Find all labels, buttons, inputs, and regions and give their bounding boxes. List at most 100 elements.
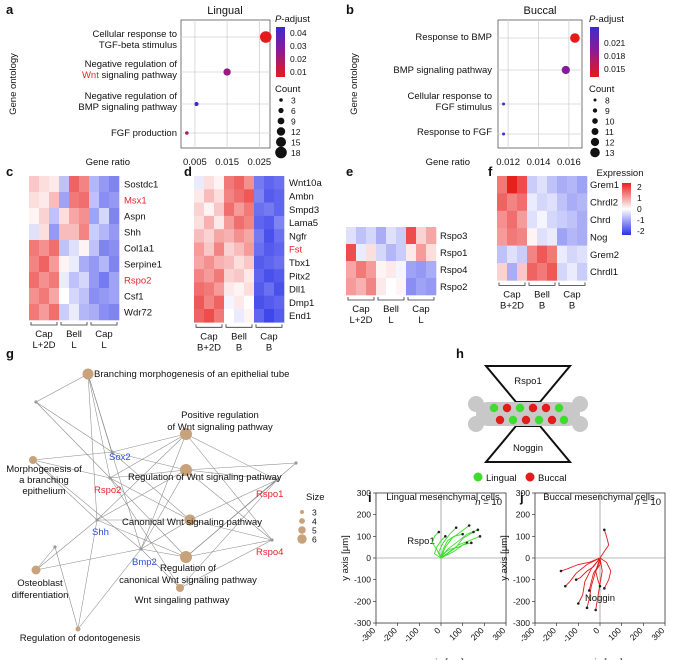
panel-d-cell-7-6 xyxy=(244,255,255,270)
panel-i-track-8 xyxy=(431,531,442,559)
g-edge-15 xyxy=(32,459,142,550)
panel-d-row-label-8: Pitx2 xyxy=(289,271,310,282)
panel-c-row-label-7: Rspo2 xyxy=(124,276,151,287)
panel-c-cell-3-8 xyxy=(99,208,110,225)
panel-b: Buccal Gene ontology Response to BMP BMP… xyxy=(349,5,626,168)
panel-d-cell-7-5 xyxy=(234,255,245,270)
panel-d-cell-9-2 xyxy=(204,282,215,296)
panel-c-cell-9-8 xyxy=(99,304,110,321)
panel-b-dot-1 xyxy=(570,33,580,43)
panel-d-cell-5-3 xyxy=(214,229,225,243)
panel-f-group-1-line-2: B+2D xyxy=(500,300,524,311)
panel-c-cell-7-7 xyxy=(89,272,100,289)
panel-c-cell-7-6 xyxy=(79,272,90,289)
panel-f-cell-3-7 xyxy=(557,210,568,229)
panel-f-cbar-tick-4: -1 xyxy=(637,215,645,225)
g-edge-27 xyxy=(140,519,191,550)
g-term-6-line-2: canonical Wnt signaling pathway xyxy=(119,575,257,586)
panel-d-cell-3-6 xyxy=(244,202,255,217)
panel-f-group-3-line-2: B xyxy=(569,300,575,311)
g-term-3-line-1: Morphogenesis of xyxy=(6,464,82,475)
panel-b-term-3-line-2: FGF stimulus xyxy=(436,102,493,113)
panel-e-cell-1-9 xyxy=(426,227,437,245)
panel-c-cell-2-5 xyxy=(69,192,80,209)
panel-a-count-dot-5 xyxy=(276,137,286,147)
panel-f-legend-title: Expression xyxy=(597,168,644,179)
panel-c-row-label-1: Sostdc1 xyxy=(124,180,158,191)
panel-f-group-bracket-1 xyxy=(498,282,526,286)
g-size-label-3: 5 xyxy=(312,526,317,536)
g-size-title: Size xyxy=(306,492,324,503)
panel-b-count-title: Count xyxy=(589,84,615,95)
panel-c-cell-6-5 xyxy=(69,256,80,273)
panel-c-cell-1-6 xyxy=(79,176,90,193)
panel-label-b: b xyxy=(346,2,354,17)
panel-c-cell-3-5 xyxy=(69,208,80,225)
panel-f-cell-3-3 xyxy=(517,210,528,229)
panel-e-group-bracket-2 xyxy=(377,297,405,301)
panel-c-cell-5-9 xyxy=(109,240,120,257)
panel-c-cell-8-3 xyxy=(49,288,60,305)
panel-e-cell-1-5 xyxy=(386,227,397,245)
g-edge-7 xyxy=(109,433,187,479)
panel-f-cell-4-6 xyxy=(547,228,558,246)
panel-b-term-1-line-1: Response to BMP xyxy=(415,32,492,43)
g-edge-24 xyxy=(109,477,191,521)
panel-f-cell-1-8 xyxy=(567,176,578,194)
panel-b-dot-4 xyxy=(502,132,506,136)
panel-f-cbar-tick-5: -2 xyxy=(637,226,645,236)
panel-d-cell-8-7 xyxy=(254,269,265,283)
panel-c-cell-4-3 xyxy=(49,224,60,241)
g-gene-rspo4: Rspo4 xyxy=(256,547,283,558)
panel-i-title: Lingual mesenchymal cells xyxy=(386,492,500,503)
panel-d-cell-4-5 xyxy=(234,215,245,230)
panel-c-cell-4-7 xyxy=(89,224,100,241)
panel-g-edges xyxy=(32,373,297,630)
panel-d-cell-9-1 xyxy=(194,282,205,296)
panel-e-cell-2-7 xyxy=(406,244,417,262)
panel-j-xtick-1: -300 xyxy=(517,625,536,644)
panel-i-track-6 xyxy=(433,535,446,559)
panel-c-cell-2-9 xyxy=(109,192,120,209)
g-edge-26 xyxy=(189,519,273,541)
panel-i-xtick-5: 100 xyxy=(447,625,464,642)
panel-d-row-label-1: Wnt10a xyxy=(289,178,322,189)
panel-f-cell-6-2 xyxy=(507,263,518,281)
panel-label-i: i xyxy=(368,490,372,505)
panel-f-cell-4-4 xyxy=(527,228,538,246)
panel-f-cell-3-9 xyxy=(577,210,588,229)
panel-f-cell-5-1 xyxy=(497,245,508,264)
panel-a-dot-1 xyxy=(259,31,272,43)
panel-c-cell-3-3 xyxy=(49,208,60,225)
panel-f-group-2-line-1: Bell xyxy=(534,289,550,300)
panel-j-xtick-7: 300 xyxy=(649,625,666,642)
panel-f-cell-3-4 xyxy=(527,210,538,229)
panel-label-c: c xyxy=(6,164,13,179)
panel-f-group-bracket-3 xyxy=(558,282,586,286)
panel-f-cell-5-2 xyxy=(507,245,518,264)
panel-d-cell-3-3 xyxy=(214,202,225,217)
panel-e-cell-3-8 xyxy=(416,261,427,279)
panel-a-dot-3 xyxy=(194,101,199,107)
panel-e-cell-2-6 xyxy=(396,244,407,262)
panel-d-cell-5-9 xyxy=(274,229,285,243)
panel-d-row-label-7: Tbx1 xyxy=(289,258,310,269)
g-node-rspo4 xyxy=(270,538,274,542)
panel-c-cell-1-4 xyxy=(59,176,70,193)
g-term-7-line-2: differentiation xyxy=(12,590,69,601)
panel-e-cell-3-4 xyxy=(376,261,387,279)
panel-c-cell-8-9 xyxy=(109,288,120,305)
panel-a-count-label-5: 15 xyxy=(291,138,301,148)
panel-e-cell-3-3 xyxy=(366,261,377,279)
panel-a-term-2-wnt: Wnt xyxy=(82,70,99,81)
panel-e-cell-4-6 xyxy=(396,278,407,296)
panel-f-cell-6-9 xyxy=(577,263,588,281)
g-edge-6 xyxy=(185,433,278,481)
panel-j-xtick-2: -200 xyxy=(539,625,558,644)
panel-c-cell-1-7 xyxy=(89,176,100,193)
panel-f-row-label-4: Nog xyxy=(590,232,607,243)
panel-b-title: Buccal xyxy=(523,5,556,17)
panel-d-cell-10-7 xyxy=(254,295,265,310)
